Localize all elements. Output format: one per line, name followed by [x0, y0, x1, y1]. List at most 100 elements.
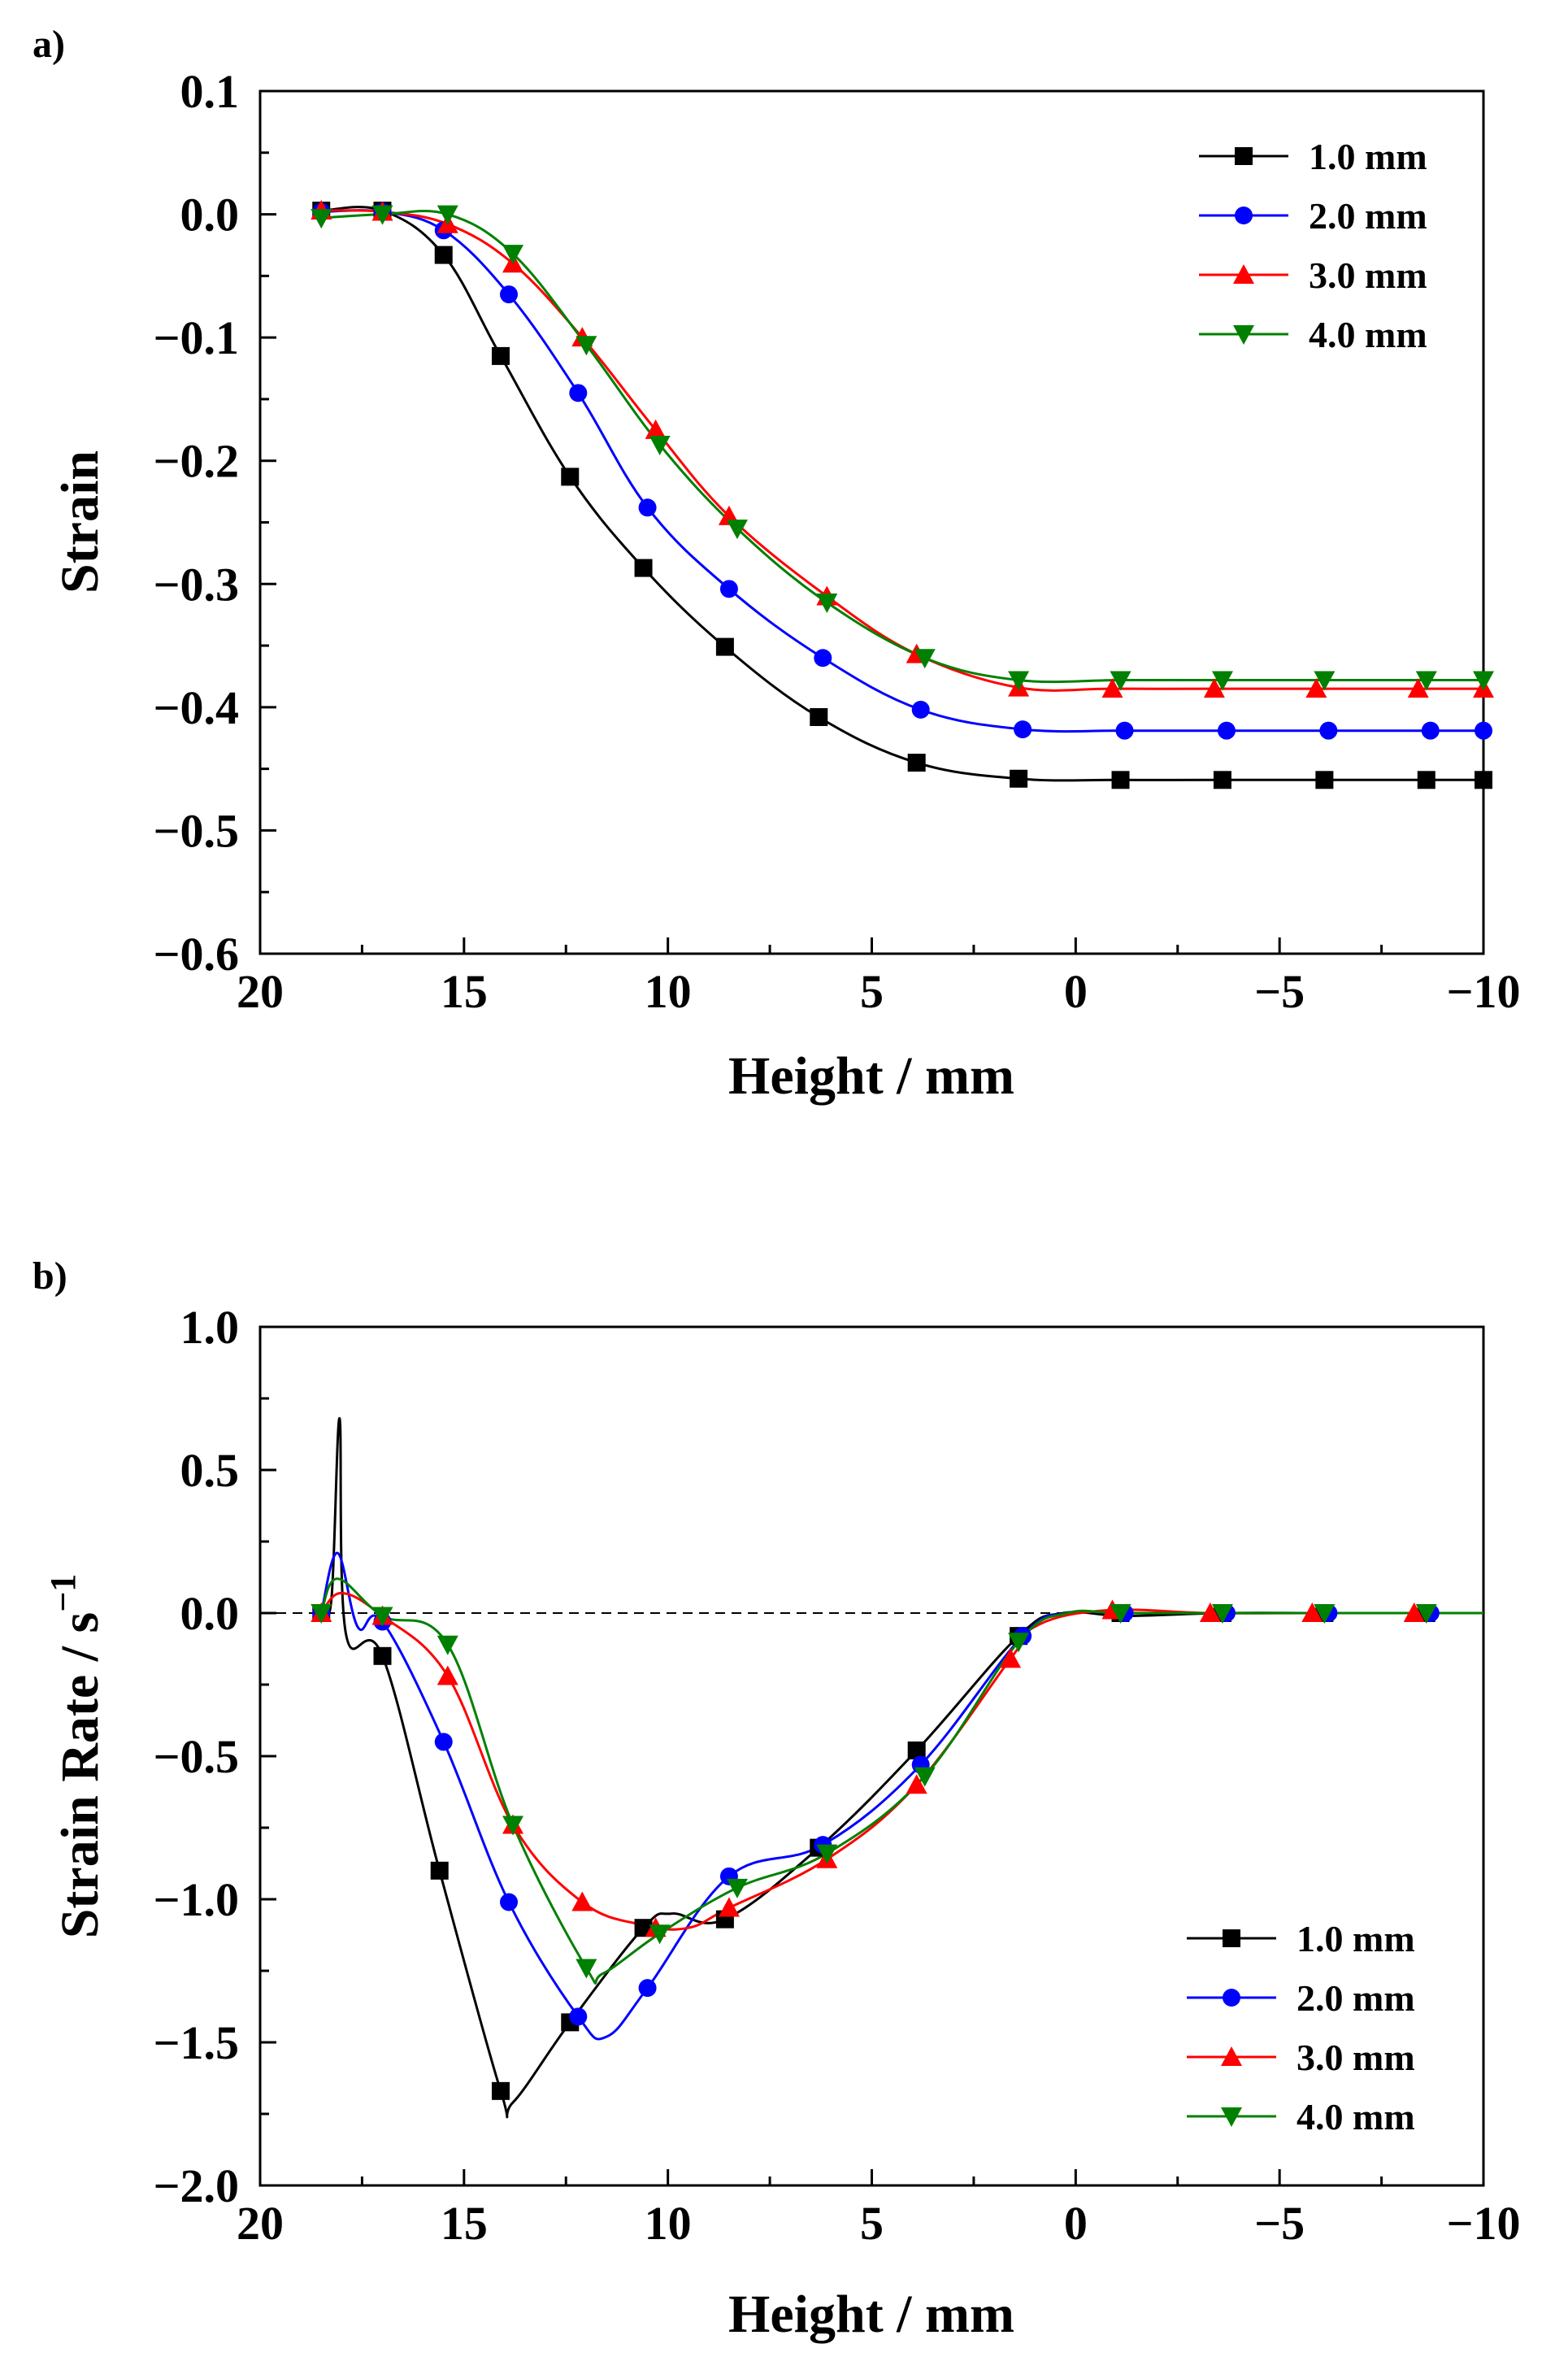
data-point-4-0-mm	[914, 649, 936, 669]
data-point-1-0-mm	[373, 1646, 392, 1665]
legend-label-3-0-mm: 3.0 mm	[1309, 254, 1427, 296]
data-point-3-0-mm	[437, 1665, 458, 1685]
panel-b-y-axis-label-text: Strain Rate / s	[50, 1612, 110, 1938]
data-point-4-0-mm	[311, 209, 332, 229]
data-point-3-0-mm	[1403, 1602, 1425, 1622]
data-point-4-0-mm	[437, 205, 458, 225]
data-point-3-0-mm	[718, 1897, 740, 1917]
data-point-4-0-mm	[437, 1635, 458, 1655]
panel-b-y-axis-label: Strain Rate / s−1	[43, 1574, 110, 1939]
series-line-3-0-mm	[320, 1591, 1483, 1931]
data-point-4-0-mm	[914, 1767, 936, 1787]
data-point-2-0-mm	[814, 649, 832, 668]
data-point-4-0-mm	[502, 245, 524, 265]
data-point-3-0-mm	[1407, 678, 1429, 698]
data-point-1-0-mm	[1111, 771, 1130, 789]
legend-label-4-0-mm: 4.0 mm	[1309, 314, 1427, 355]
legend-label-2-0-mm: 2.0 mm	[1297, 1977, 1415, 2019]
panel-a-ticks	[258, 89, 1485, 955]
data-point-2-0-mm	[434, 1733, 453, 1751]
y-tick-label: 0.5	[180, 1444, 240, 1497]
data-point-4-0-mm	[649, 1924, 671, 1945]
y-tick-label: −1.5	[153, 2016, 239, 2069]
data-point-2-0-mm	[1217, 721, 1236, 740]
y-tick-label: −2.0	[153, 2159, 239, 2212]
x-tick-label: 10	[645, 965, 692, 1018]
data-point-4-0-mm	[726, 520, 748, 540]
data-point-4-0-mm	[726, 1878, 748, 1898]
data-point-4-0-mm	[576, 336, 597, 356]
legend-marker-1-0-mm	[1223, 1929, 1240, 1947]
data-point-1-0-mm	[430, 1861, 449, 1880]
data-point-2-0-mm	[719, 580, 738, 598]
data-point-3-0-mm	[906, 1774, 927, 1794]
legend-marker-1-0-mm	[1235, 147, 1253, 165]
y-tick-label: −0.4	[153, 681, 239, 734]
y-tick-label: 1.0	[180, 1301, 240, 1354]
data-point-3-0-mm	[1199, 1602, 1221, 1622]
legend-label-1-0-mm: 1.0 mm	[1309, 136, 1427, 177]
y-tick-label: −0.5	[153, 804, 239, 857]
data-point-2-0-mm	[569, 2007, 588, 2026]
data-point-2-0-mm	[500, 285, 519, 304]
panel-b-legend: 1.0 mm 2.0 mm 3.0 mm 4.0 mm	[1187, 1918, 1415, 2137]
data-point-1-0-mm	[434, 246, 453, 264]
x-tick-label: 0	[1064, 965, 1088, 1018]
data-point-2-0-mm	[1319, 721, 1338, 740]
x-tick-label: 0	[1064, 2197, 1088, 2250]
data-point-2-0-mm	[1421, 721, 1440, 740]
panel-b-x-axis-label: Height / mm	[728, 2285, 1014, 2344]
x-tick-label: 20	[237, 2197, 284, 2250]
data-point-2-0-mm	[911, 700, 930, 719]
y-tick-label: −0.3	[153, 558, 239, 611]
data-point-1-0-mm	[1475, 771, 1492, 789]
panel-a-y-axis-label: Strain	[50, 450, 110, 594]
data-point-2-0-mm	[569, 384, 588, 402]
legend-marker-4-0-mm	[1221, 2107, 1242, 2127]
data-point-2-0-mm	[1475, 721, 1492, 740]
y-tick-label: 0.1	[180, 65, 240, 118]
data-point-1-0-mm	[1417, 771, 1436, 789]
data-point-4-0-mm	[649, 436, 671, 456]
data-point-4-0-mm	[1110, 671, 1131, 691]
data-point-2-0-mm	[638, 1979, 657, 1998]
y-tick-label: −0.2	[153, 435, 239, 488]
data-point-4-0-mm	[1473, 671, 1494, 691]
y-tick-label: 0.0	[180, 1587, 240, 1640]
panel-a-series-markers	[311, 200, 1494, 789]
y-tick-label: −0.6	[153, 928, 239, 981]
data-point-4-0-mm	[502, 1816, 524, 1836]
data-point-3-0-mm	[1203, 678, 1225, 698]
data-point-4-0-mm	[371, 1607, 393, 1627]
data-point-2-0-mm	[1115, 721, 1134, 740]
legend-marker-2-0-mm	[1223, 1989, 1240, 2007]
data-point-4-0-mm	[1415, 1604, 1437, 1624]
data-point-1-0-mm	[715, 637, 734, 656]
data-point-1-0-mm	[561, 467, 580, 486]
panel-a-legend: 1.0 mm 2.0 mm 3.0 mm 4.0 mm	[1199, 136, 1427, 355]
x-tick-label: 15	[441, 2197, 488, 2250]
panel-b-y-axis-label-superscript: −1	[43, 1574, 83, 1612]
data-point-4-0-mm	[576, 1959, 597, 1979]
y-tick-label: −0.5	[153, 1730, 239, 1783]
legend-marker-3-0-mm	[1233, 264, 1254, 284]
legend-label-1-0-mm: 1.0 mm	[1297, 1918, 1415, 1959]
panel-b-series-markers	[311, 1599, 1440, 2100]
data-point-4-0-mm	[1008, 671, 1030, 691]
y-tick-label: −0.1	[153, 311, 239, 364]
data-point-1-0-mm	[491, 346, 510, 365]
data-point-3-0-mm	[571, 1891, 593, 1911]
panel-b-tick-labels: 20 15 10 5 0 −5 −10 1.0 0.5 0.0 −0.5 −1.0 −1.5 −2.0	[153, 1301, 1520, 2250]
data-point-1-0-mm	[810, 707, 828, 726]
data-point-4-0-mm	[1314, 1604, 1336, 1624]
data-point-4-0-mm	[816, 594, 838, 614]
data-point-3-0-mm	[645, 419, 667, 439]
legend-marker-3-0-mm	[1221, 2046, 1242, 2066]
legend-label-2-0-mm: 2.0 mm	[1309, 195, 1427, 237]
data-point-4-0-mm	[816, 1844, 838, 1864]
legend-marker-2-0-mm	[1235, 207, 1253, 224]
panel-a-strain-chart: a) 20 15 10 5 0 −5 −10 0.1 0.0 −0.1 −0.2 −0.3 −0.4 −0…	[33, 23, 1521, 1106]
data-point-4-0-mm	[1415, 671, 1437, 691]
data-point-1-0-mm	[1315, 771, 1334, 789]
data-point-4-0-mm	[1110, 1604, 1131, 1624]
